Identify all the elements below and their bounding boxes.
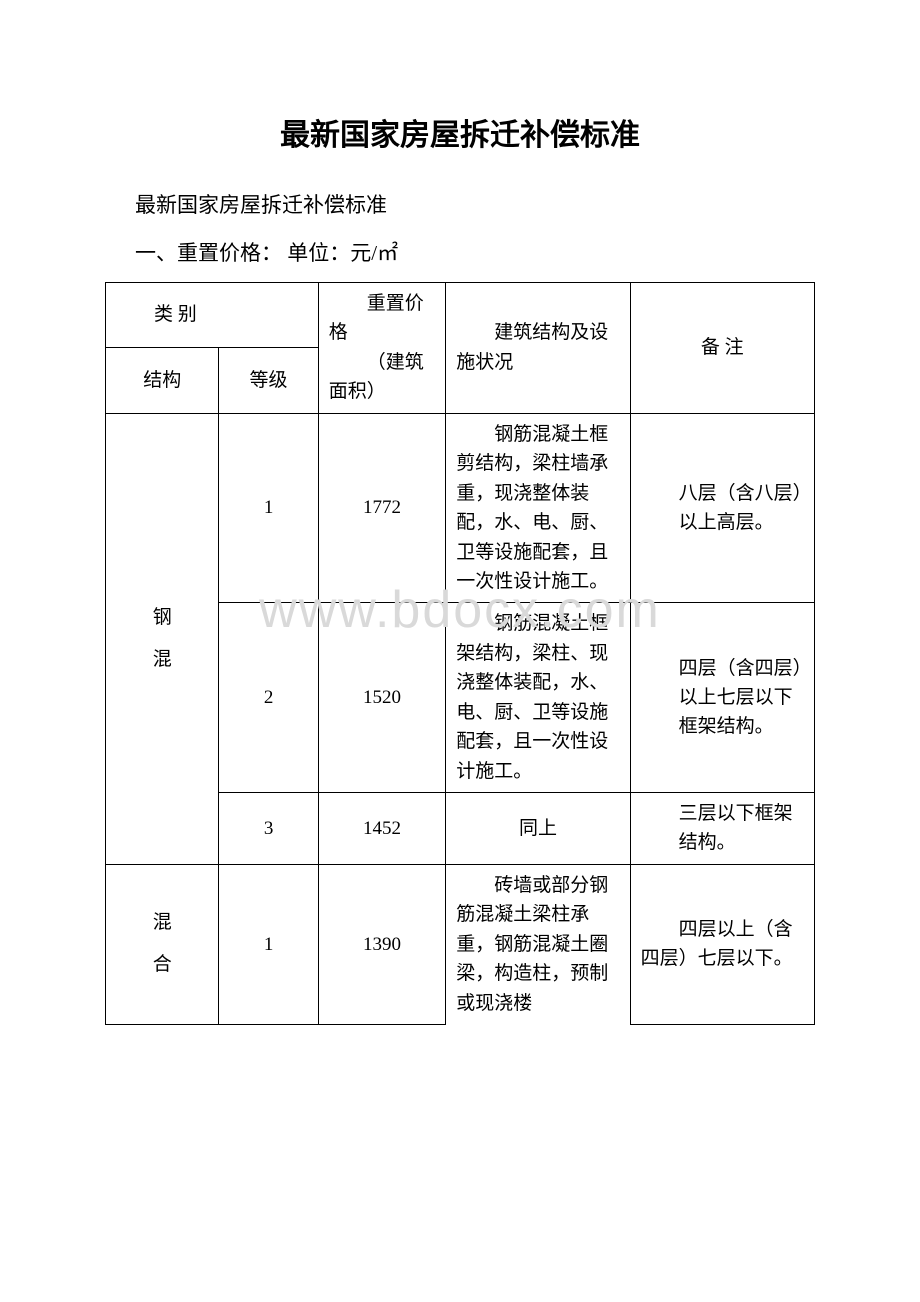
- header-desc: 建筑结构及设施状况: [446, 283, 630, 414]
- cell-note: 四层以上（含四层）七层以下。: [630, 864, 814, 1024]
- cell-price: 1390: [318, 864, 446, 1024]
- subtitle-text: 最新国家房屋拆迁补偿标准: [135, 184, 815, 226]
- header-structure: 结构: [106, 348, 219, 413]
- cell-grade: 1: [219, 413, 318, 603]
- cell-grade: 2: [219, 603, 318, 793]
- compensation-table: 类 别 重置价格 （建筑面积） 建筑结构及设施状况 备 注 结构 等级 钢混: [105, 282, 815, 1025]
- cell-grade: 3: [219, 793, 318, 865]
- header-category: 类 别: [106, 283, 319, 348]
- cell-price: 1772: [318, 413, 446, 603]
- header-grade: 等级: [219, 348, 318, 413]
- cell-structure: 钢混: [106, 413, 219, 864]
- cell-price: 1520: [318, 603, 446, 793]
- cell-note: 四层（含四层） 以上七层以下 框架结构。: [630, 603, 814, 793]
- section-heading: 一、重置价格： 单位：元/㎡: [135, 232, 815, 274]
- cell-note: 八层（含八层） 以上高层。: [630, 413, 814, 603]
- table-header-row: 类 别 重置价格 （建筑面积） 建筑结构及设施状况 备 注: [106, 283, 815, 348]
- cell-desc: 钢筋混凝土框剪结构，梁柱墙承重，现浇整体装配，水、电、厨、卫等设施配套，且一次性…: [446, 413, 630, 603]
- table-row: 钢混 1 1772 钢筋混凝土框剪结构，梁柱墙承重，现浇整体装配，水、电、厨、卫…: [106, 413, 815, 603]
- cell-structure: 混合: [106, 864, 219, 1024]
- cell-grade: 1: [219, 864, 318, 1024]
- header-note: 备 注: [630, 283, 814, 414]
- table-row: 混合 1 1390 砖墙或部分钢筋混凝土梁柱承重，钢筋混凝土圈梁，构造柱，预制或…: [106, 864, 815, 1024]
- cell-note: 三层以下框架 结构。: [630, 793, 814, 865]
- cell-desc: 钢筋混凝土框架结构，梁柱、现浇整体装配，水、电、厨、卫等设施配套，且一次性设计施…: [446, 603, 630, 793]
- cell-desc: 砖墙或部分钢筋混凝土梁柱承重，钢筋混凝土圈梁，构造柱，预制或现浇楼: [446, 864, 630, 1024]
- header-price: 重置价格 （建筑面积）: [318, 283, 446, 414]
- cell-price: 1452: [318, 793, 446, 865]
- page-title: 最新国家房屋拆迁补偿标准: [105, 110, 815, 154]
- cell-desc: 同上: [446, 793, 630, 865]
